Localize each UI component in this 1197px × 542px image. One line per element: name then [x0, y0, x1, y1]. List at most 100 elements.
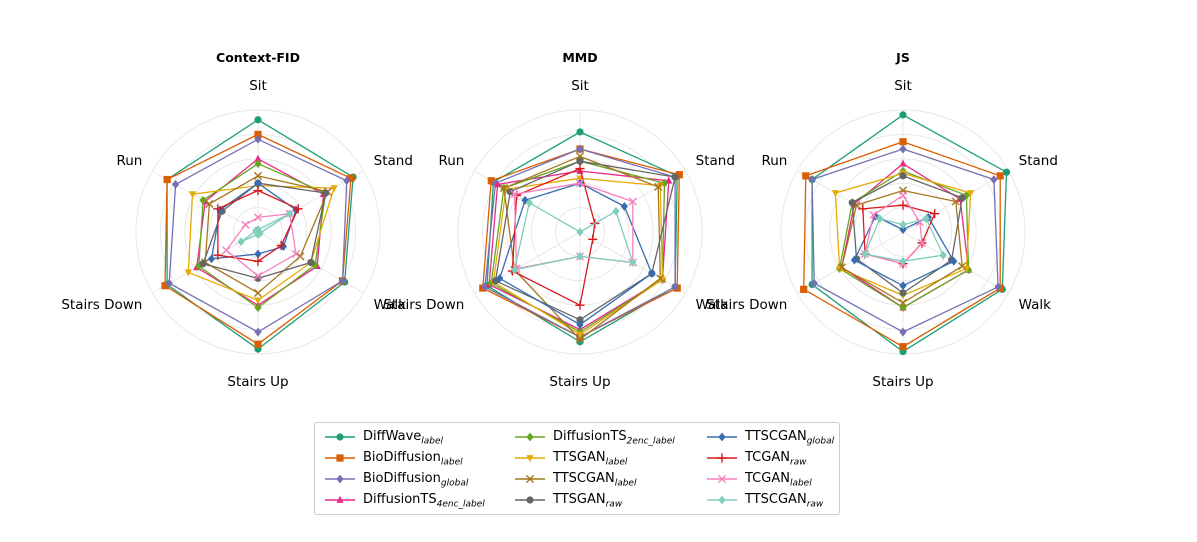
data-point [487, 278, 495, 288]
radar-chart-2: JS Sit Stand Walk Stairs Up Stairs Down Run [706, 50, 1058, 390]
data-point [951, 197, 960, 206]
axis-label: Sit [571, 78, 589, 94]
legend-marker [336, 495, 344, 503]
data-point [810, 278, 818, 288]
legend-label: TTSGANraw [553, 492, 622, 510]
legend-swatch [707, 495, 737, 505]
data-point [510, 190, 519, 199]
data-point [899, 281, 907, 291]
legend-swatch [707, 474, 737, 484]
axis-label: Sit [249, 78, 267, 94]
axis-label: Stand [1019, 153, 1058, 169]
data-point [254, 159, 262, 169]
data-point [967, 190, 975, 198]
data-point [899, 144, 907, 154]
data-point [831, 190, 839, 198]
data-point [163, 175, 171, 184]
legend-label: BioDiffusionlabel [363, 450, 463, 468]
data-point [629, 258, 637, 267]
legend-label: TCGANraw [745, 450, 807, 468]
data-point [254, 297, 262, 305]
data-point [576, 331, 584, 339]
legend-label-sub: label [421, 436, 444, 447]
legend-label: TTSCGANglobal [745, 429, 834, 447]
axis-label: Stairs Down [61, 297, 142, 313]
data-point [628, 197, 637, 206]
legend-marker [526, 455, 534, 463]
data-point [491, 178, 500, 188]
data-point [576, 227, 584, 237]
legend-label: BioDiffusionglobal [363, 471, 468, 489]
legend-label: TTSCGANraw [745, 492, 823, 510]
legend-swatch [325, 454, 355, 462]
data-point [499, 183, 509, 193]
data-point [612, 206, 620, 216]
data-point [253, 185, 263, 196]
data-point [241, 220, 250, 229]
legend-swatch [325, 474, 355, 484]
data-point [899, 343, 907, 351]
data-point [848, 199, 856, 207]
legend-label-base: TTSGAN [553, 492, 606, 507]
data-point [922, 214, 930, 223]
legend-marker [526, 432, 534, 442]
legend-marker [718, 495, 726, 505]
axis-label: Stairs Down [706, 297, 787, 313]
legend-label-sub: label [440, 457, 463, 468]
legend-label-base: TCGAN [745, 471, 790, 486]
data-point [254, 249, 262, 259]
legend-marker [336, 454, 344, 462]
data-point [253, 256, 263, 266]
data-point [213, 250, 223, 260]
legend-label-sub: global [440, 478, 469, 489]
legend-swatch [707, 432, 737, 442]
chart-title: JS [895, 50, 910, 65]
data-point [296, 252, 305, 261]
legend-swatch [325, 433, 355, 441]
data-point [620, 201, 628, 211]
data-point [487, 177, 495, 185]
data-point [917, 238, 927, 248]
data-point [850, 255, 858, 265]
data-point [322, 189, 330, 197]
legend-label: DiffusionTS4enc_label [363, 492, 485, 510]
data-point [205, 199, 214, 209]
data-point [576, 144, 584, 154]
axis-label: Stand [696, 153, 735, 169]
legend-label-sub: raw [605, 499, 623, 510]
data-point [254, 130, 262, 138]
legend-swatch [515, 474, 545, 484]
legend-marker [525, 474, 535, 484]
legend-label: TCGANlabel [745, 471, 812, 489]
data-point [994, 282, 1002, 292]
data-point [899, 256, 907, 266]
legend-swatch [515, 432, 545, 442]
legend-label-sub: 4enc_label [436, 499, 485, 510]
legend-label: DiffWavelabel [363, 429, 443, 447]
data-point [939, 250, 947, 260]
data-point [254, 134, 262, 144]
axis-label: Sit [894, 78, 912, 94]
data-point [962, 191, 970, 200]
data-point [656, 274, 665, 283]
data-point [899, 172, 907, 180]
data-point [254, 116, 262, 124]
data-point [876, 214, 884, 223]
legend-label-sub: raw [806, 499, 824, 510]
data-point [254, 340, 262, 348]
legend-label-base: TTSCGAN [553, 471, 615, 486]
data-point [899, 159, 907, 167]
axis-label: Run [438, 153, 464, 169]
legend-label: TTSGANlabel [553, 450, 627, 468]
legend-label-base: TCGAN [745, 450, 790, 465]
data-point [307, 258, 315, 267]
data-point [575, 300, 585, 310]
data-point [575, 163, 585, 174]
axis-label: Walk [696, 297, 729, 313]
data-point [656, 182, 664, 190]
data-point [990, 175, 998, 184]
legend-label-sub: 2enc_label [626, 436, 675, 447]
data-point [898, 200, 908, 210]
data-point [861, 249, 869, 259]
data-point [253, 171, 263, 180]
